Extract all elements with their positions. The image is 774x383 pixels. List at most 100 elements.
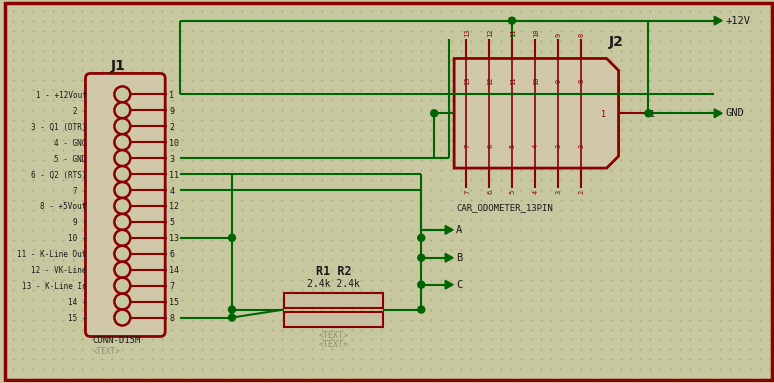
Text: 7 -: 7 - xyxy=(73,187,87,195)
Text: 5: 5 xyxy=(510,190,516,194)
Bar xyxy=(284,311,383,327)
Text: 13: 13 xyxy=(464,28,470,36)
Text: C: C xyxy=(456,280,462,290)
Text: 12: 12 xyxy=(170,203,179,211)
Circle shape xyxy=(115,150,130,166)
Text: 9: 9 xyxy=(170,107,174,116)
Text: 9 -: 9 - xyxy=(73,218,87,228)
Circle shape xyxy=(430,110,438,117)
Text: 10: 10 xyxy=(170,139,179,148)
Circle shape xyxy=(418,234,425,241)
FancyBboxPatch shape xyxy=(85,74,165,337)
Text: 6: 6 xyxy=(487,144,493,148)
Text: <TEXT>: <TEXT> xyxy=(319,340,348,349)
Text: <TEXT>: <TEXT> xyxy=(92,347,120,357)
Text: 4: 4 xyxy=(170,187,174,195)
Text: 14 -: 14 - xyxy=(68,298,87,307)
Polygon shape xyxy=(714,16,722,25)
Circle shape xyxy=(418,306,425,313)
Circle shape xyxy=(228,234,235,241)
Text: 8 - +5Vout: 8 - +5Vout xyxy=(40,203,87,211)
Text: 7: 7 xyxy=(464,144,470,148)
Text: 3: 3 xyxy=(170,155,174,164)
Circle shape xyxy=(115,262,130,278)
Text: 12: 12 xyxy=(487,76,493,85)
Text: 1: 1 xyxy=(170,91,174,100)
Text: 9: 9 xyxy=(556,32,562,36)
Circle shape xyxy=(115,182,130,198)
Text: 6: 6 xyxy=(487,190,493,194)
Text: 3: 3 xyxy=(556,190,562,194)
Text: CAR_ODOMETER_13PIN: CAR_ODOMETER_13PIN xyxy=(456,203,553,212)
Text: 8: 8 xyxy=(579,32,584,36)
Circle shape xyxy=(228,306,235,313)
Text: 11: 11 xyxy=(510,76,516,85)
Polygon shape xyxy=(445,280,453,289)
Circle shape xyxy=(115,294,130,309)
Circle shape xyxy=(418,254,425,261)
Text: 5: 5 xyxy=(170,218,174,228)
Text: 1: 1 xyxy=(650,110,656,119)
Circle shape xyxy=(115,118,130,134)
Text: 2: 2 xyxy=(170,123,174,132)
Polygon shape xyxy=(445,254,453,262)
Text: 7: 7 xyxy=(464,190,470,194)
Circle shape xyxy=(115,166,130,182)
Text: 14: 14 xyxy=(170,266,179,275)
Text: R1 R2: R1 R2 xyxy=(316,265,351,278)
Text: 4: 4 xyxy=(533,144,539,148)
Text: 6: 6 xyxy=(170,250,174,259)
Text: 8: 8 xyxy=(579,78,584,82)
Text: 6 - Q2 (RTS): 6 - Q2 (RTS) xyxy=(31,170,87,180)
Text: GND: GND xyxy=(725,108,744,118)
Text: 10: 10 xyxy=(533,76,539,85)
Text: J2: J2 xyxy=(608,34,624,49)
Text: 8: 8 xyxy=(170,314,174,323)
Text: 9: 9 xyxy=(556,78,562,82)
Text: A: A xyxy=(456,225,462,235)
Text: 13 - K-Line In: 13 - K-Line In xyxy=(22,282,87,291)
Text: 3: 3 xyxy=(556,144,562,148)
Text: 10 -: 10 - xyxy=(68,234,87,243)
Circle shape xyxy=(115,309,130,326)
Text: 12: 12 xyxy=(487,28,493,36)
Text: 2: 2 xyxy=(579,190,584,194)
Text: 12 - VK-Line: 12 - VK-Line xyxy=(31,266,87,275)
Text: 13: 13 xyxy=(170,234,179,243)
Text: 4: 4 xyxy=(533,190,539,194)
Text: 2 -: 2 - xyxy=(73,107,87,116)
Text: 11 - K-Line Out: 11 - K-Line Out xyxy=(17,250,87,259)
Text: 15: 15 xyxy=(170,298,179,307)
Text: CONN-D15M: CONN-D15M xyxy=(92,337,141,345)
Text: 3 - Q1 (DTR): 3 - Q1 (DTR) xyxy=(31,123,87,132)
Circle shape xyxy=(115,87,130,102)
Circle shape xyxy=(115,198,130,214)
Circle shape xyxy=(115,246,130,262)
Text: <TEXT>: <TEXT> xyxy=(319,332,348,340)
Text: +12V: +12V xyxy=(725,16,750,26)
Bar xyxy=(284,293,383,308)
Text: 11: 11 xyxy=(510,28,516,36)
Text: 11: 11 xyxy=(170,170,179,180)
Text: 5 - GND: 5 - GND xyxy=(54,155,87,164)
Text: 1 - +12Vout: 1 - +12Vout xyxy=(36,91,87,100)
Circle shape xyxy=(115,102,130,118)
Circle shape xyxy=(228,314,235,321)
Text: 5: 5 xyxy=(510,144,516,148)
Text: J1: J1 xyxy=(111,59,125,74)
Text: 2: 2 xyxy=(579,144,584,148)
Text: 2.4k 2.4k: 2.4k 2.4k xyxy=(307,279,360,289)
Text: 13: 13 xyxy=(464,76,470,85)
Circle shape xyxy=(509,17,515,24)
Circle shape xyxy=(115,134,130,150)
Circle shape xyxy=(645,110,652,117)
Text: 7: 7 xyxy=(170,282,174,291)
Circle shape xyxy=(115,278,130,294)
Circle shape xyxy=(418,281,425,288)
Circle shape xyxy=(115,230,130,246)
Polygon shape xyxy=(454,59,618,168)
Circle shape xyxy=(115,214,130,230)
Polygon shape xyxy=(445,226,453,234)
Text: 15 -: 15 - xyxy=(68,314,87,323)
Text: 1: 1 xyxy=(601,110,606,119)
